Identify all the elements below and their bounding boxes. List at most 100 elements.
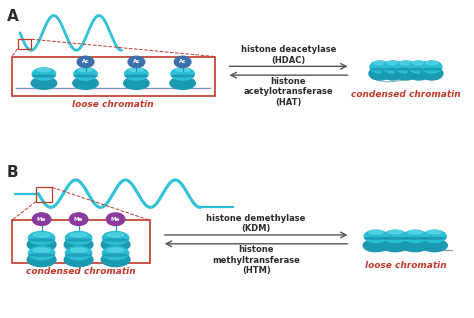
Ellipse shape xyxy=(426,61,438,65)
Ellipse shape xyxy=(102,246,129,260)
Text: Ac: Ac xyxy=(82,59,89,65)
Bar xyxy=(11,57,215,96)
Ellipse shape xyxy=(364,230,388,242)
Ellipse shape xyxy=(421,67,443,80)
Ellipse shape xyxy=(37,68,51,72)
Text: Me: Me xyxy=(74,217,83,222)
Ellipse shape xyxy=(32,68,55,80)
Ellipse shape xyxy=(396,61,416,73)
Text: B: B xyxy=(7,165,18,180)
Text: histone demethylase
(KDM): histone demethylase (KDM) xyxy=(207,214,306,233)
Ellipse shape xyxy=(369,67,391,80)
Ellipse shape xyxy=(388,231,402,234)
Ellipse shape xyxy=(387,61,399,65)
Ellipse shape xyxy=(370,68,390,70)
Text: condensed chromatin: condensed chromatin xyxy=(351,90,461,99)
Bar xyxy=(18,39,31,49)
Ellipse shape xyxy=(428,231,442,234)
Ellipse shape xyxy=(74,68,97,80)
Ellipse shape xyxy=(27,238,56,252)
Ellipse shape xyxy=(33,75,55,77)
Circle shape xyxy=(106,213,125,225)
Ellipse shape xyxy=(27,253,56,266)
Ellipse shape xyxy=(369,231,383,234)
Ellipse shape xyxy=(423,237,446,239)
Text: Me: Me xyxy=(37,217,46,222)
Text: histone deacetylase
(HDAC): histone deacetylase (HDAC) xyxy=(241,45,336,65)
Ellipse shape xyxy=(107,233,124,237)
Ellipse shape xyxy=(65,246,92,260)
Ellipse shape xyxy=(103,254,128,256)
Ellipse shape xyxy=(103,239,128,241)
Ellipse shape xyxy=(29,254,54,256)
Circle shape xyxy=(69,213,88,225)
Ellipse shape xyxy=(33,248,50,252)
Ellipse shape xyxy=(383,61,403,73)
Text: Ac: Ac xyxy=(133,59,140,65)
Ellipse shape xyxy=(70,248,87,252)
Circle shape xyxy=(32,213,51,225)
Ellipse shape xyxy=(101,238,130,252)
Ellipse shape xyxy=(171,68,194,80)
Ellipse shape xyxy=(176,68,190,72)
Ellipse shape xyxy=(33,233,50,237)
Ellipse shape xyxy=(66,239,91,241)
Ellipse shape xyxy=(125,68,148,80)
Ellipse shape xyxy=(28,246,55,260)
Text: loose chromatin: loose chromatin xyxy=(73,100,154,109)
Ellipse shape xyxy=(101,253,130,266)
Ellipse shape xyxy=(422,68,441,70)
Ellipse shape xyxy=(124,77,149,89)
Ellipse shape xyxy=(172,75,194,77)
Ellipse shape xyxy=(395,67,417,80)
Text: Me: Me xyxy=(111,217,120,222)
Ellipse shape xyxy=(64,253,93,266)
Ellipse shape xyxy=(400,61,412,65)
Ellipse shape xyxy=(70,233,87,237)
Ellipse shape xyxy=(408,231,422,234)
Ellipse shape xyxy=(170,77,195,89)
Ellipse shape xyxy=(383,230,407,242)
Ellipse shape xyxy=(31,77,56,89)
Ellipse shape xyxy=(29,239,54,241)
Ellipse shape xyxy=(413,61,425,65)
Text: Ac: Ac xyxy=(179,59,186,65)
Ellipse shape xyxy=(79,68,92,72)
Ellipse shape xyxy=(383,239,408,252)
Ellipse shape xyxy=(408,67,430,80)
Ellipse shape xyxy=(125,75,147,77)
Text: A: A xyxy=(7,9,18,24)
Ellipse shape xyxy=(384,237,407,239)
Ellipse shape xyxy=(370,61,390,73)
Ellipse shape xyxy=(365,237,387,239)
Ellipse shape xyxy=(403,230,427,242)
Ellipse shape xyxy=(107,248,124,252)
Ellipse shape xyxy=(73,77,98,89)
Text: histone
acetylotransferase
(HAT): histone acetylotransferase (HAT) xyxy=(244,77,333,107)
Ellipse shape xyxy=(64,238,93,252)
Ellipse shape xyxy=(383,68,402,70)
Text: condensed chromatin: condensed chromatin xyxy=(26,267,136,276)
Ellipse shape xyxy=(363,239,389,252)
Ellipse shape xyxy=(396,68,416,70)
Ellipse shape xyxy=(74,75,97,77)
Ellipse shape xyxy=(66,254,91,256)
Text: loose chromatin: loose chromatin xyxy=(365,261,447,270)
Circle shape xyxy=(77,56,94,68)
Circle shape xyxy=(128,56,145,68)
Ellipse shape xyxy=(422,239,447,252)
Ellipse shape xyxy=(65,232,92,245)
Ellipse shape xyxy=(422,61,442,73)
Ellipse shape xyxy=(129,68,143,72)
Ellipse shape xyxy=(404,237,426,239)
Ellipse shape xyxy=(409,61,429,73)
Ellipse shape xyxy=(382,67,404,80)
Ellipse shape xyxy=(409,68,428,70)
Bar xyxy=(36,187,52,202)
Circle shape xyxy=(174,56,191,68)
Ellipse shape xyxy=(402,239,428,252)
Ellipse shape xyxy=(423,230,447,242)
Ellipse shape xyxy=(28,232,55,245)
Bar xyxy=(11,220,150,263)
Ellipse shape xyxy=(374,61,386,65)
